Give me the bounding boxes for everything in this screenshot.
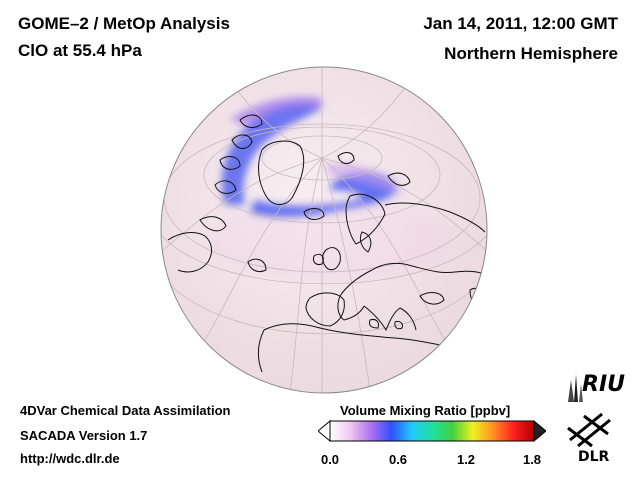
dlr-logo-icon	[567, 412, 611, 448]
colorbar-tick-2: 1.2	[456, 452, 476, 467]
colorbar	[318, 420, 546, 442]
url-label: http://wdc.dlr.de	[20, 451, 120, 466]
colorbar-tick-3: 1.8	[522, 452, 542, 467]
colorbar-tick-0: 0.0	[320, 452, 340, 467]
colorbar-tick-1: 0.6	[388, 452, 408, 467]
assimilation-label: 4DVar Chemical Data Assimilation	[20, 403, 231, 418]
colorbar-max-arrow	[533, 420, 546, 442]
globe-outline	[160, 66, 488, 394]
colorbar-ramp	[329, 420, 535, 442]
dlr-logo-text: DLR	[578, 449, 610, 465]
species-label: ClO at 55.4 hPa	[18, 41, 142, 60]
clo-band	[221, 96, 402, 217]
coastlines	[167, 114, 487, 373]
date-label: Jan 14, 2011, 12:00 GMT	[423, 14, 618, 33]
colorbar-min-arrow	[318, 420, 331, 442]
map-title: GOME–2 / MetOp Analysis	[18, 14, 230, 33]
riu-logo-text: RIU	[582, 372, 625, 397]
graticule	[161, 68, 487, 393]
background-clo-zone	[210, 200, 450, 280]
version-label: SACADA Version 1.7	[20, 428, 148, 443]
riu-logo-icon	[568, 374, 583, 402]
region-label: Northern Hemisphere	[444, 44, 618, 63]
colorbar-title: Volume Mixing Ratio [ppbv]	[340, 403, 511, 418]
